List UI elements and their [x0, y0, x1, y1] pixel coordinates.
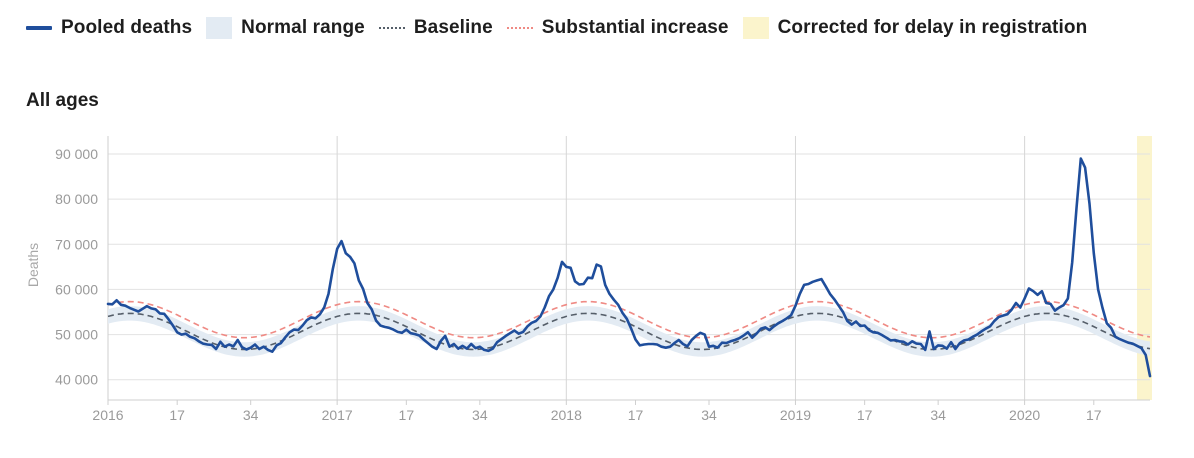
y-tick-label: 90 000	[55, 146, 98, 162]
x-tick-label: 2019	[780, 407, 811, 423]
normal-range-swatch	[206, 17, 233, 39]
legend-item-normal-range[interactable]: Normal range	[206, 17, 365, 39]
legend-label-increase: Substantial increase	[541, 17, 729, 38]
delay-swatch	[742, 17, 769, 39]
legend-item-baseline[interactable]: Baseline	[378, 17, 493, 39]
y-tick-label: 50 000	[55, 327, 98, 343]
x-tick-label: 34	[701, 407, 717, 423]
section-title: All ages	[26, 90, 99, 111]
increase-swatch	[506, 27, 533, 29]
normal-range-band	[108, 306, 1150, 357]
baseline-swatch	[378, 27, 405, 29]
y-tick-label: 70 000	[55, 236, 98, 252]
y-tick-label: 60 000	[55, 281, 98, 297]
legend-item-delay-correction[interactable]: Corrected for delay in registration	[742, 17, 1088, 39]
legend-label-delay: Corrected for delay in registration	[777, 17, 1088, 38]
x-tick-label: 34	[243, 407, 259, 423]
y-tick-label: 80 000	[55, 191, 98, 207]
y-axis-title: Deaths	[25, 243, 41, 287]
x-tick-label: 2016	[92, 407, 123, 423]
x-tick-label: 17	[857, 407, 873, 423]
y-tick-label: 40 000	[55, 372, 98, 388]
legend-item-substantial-increase[interactable]: Substantial increase	[506, 17, 729, 39]
pooled-deaths-line	[106, 157, 1152, 378]
substantial-increase-line	[107, 300, 1151, 339]
x-tick-label: 17	[1086, 407, 1102, 423]
legend-label-pooled: Pooled deaths	[61, 17, 193, 38]
x-tick-label: 17	[399, 407, 415, 423]
x-tick-label: 2017	[322, 407, 353, 423]
x-tick-label: 34	[472, 407, 488, 423]
x-tick-label: 17	[628, 407, 644, 423]
legend: Pooled deaths Normal range Baseline Subs…	[26, 17, 1101, 39]
x-tick-label: 2020	[1009, 407, 1040, 423]
legend-label-baseline: Baseline	[413, 17, 493, 38]
x-tick-label: 34	[930, 407, 946, 423]
legend-item-pooled-deaths[interactable]: Pooled deaths	[26, 17, 192, 39]
pooled-deaths-swatch	[26, 26, 52, 30]
legend-label-normal: Normal range	[241, 17, 365, 38]
x-tick-label: 17	[169, 407, 185, 423]
delay-region	[1137, 136, 1152, 400]
x-tick-label: 2018	[551, 407, 582, 423]
